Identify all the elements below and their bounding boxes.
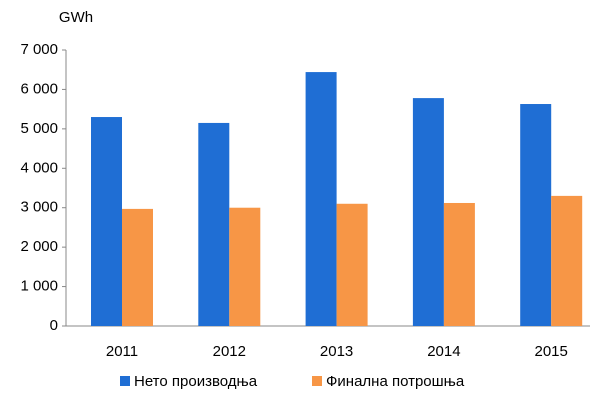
bar: [122, 208, 153, 326]
y-tick-label: 3 000: [20, 199, 58, 216]
x-tick-label: 2011: [106, 343, 138, 360]
x-tick-label: 2012: [213, 343, 246, 360]
x-tick-label: 2015: [535, 343, 568, 360]
legend-swatch: [120, 376, 130, 386]
bar: [443, 202, 475, 326]
bar: [229, 207, 261, 326]
bar: [412, 98, 444, 326]
bar: [336, 203, 368, 326]
legend-label: Нето производња: [134, 373, 258, 390]
y-tick-label: 1 000: [20, 278, 58, 295]
legend-swatch: [312, 376, 322, 386]
bar: [551, 195, 583, 326]
y-tick-label: 5 000: [20, 120, 58, 137]
y-tick-label: 2 000: [20, 238, 58, 255]
y-tick-label: 0: [50, 317, 58, 334]
bar: [198, 122, 230, 326]
bar: [305, 72, 337, 326]
y-axis-unit: GWh: [59, 9, 93, 26]
bar: [91, 117, 122, 327]
y-tick-label: 4 000: [20, 159, 58, 176]
y-tick-label: 7 000: [20, 41, 58, 58]
legend-label: Финална потрошња: [326, 373, 465, 390]
y-tick-label: 6 000: [20, 80, 58, 97]
bar: [520, 104, 552, 326]
x-tick-label: 2014: [427, 343, 460, 360]
x-tick-label: 2013: [320, 343, 353, 360]
